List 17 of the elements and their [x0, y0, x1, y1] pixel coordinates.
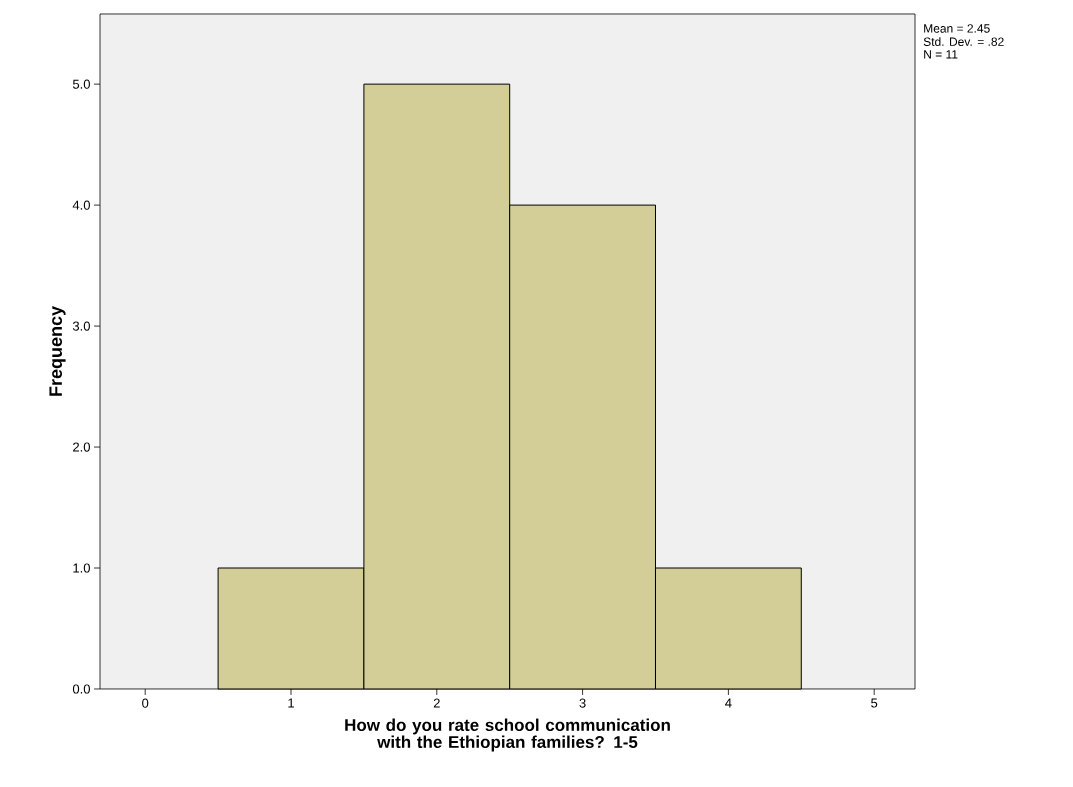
x-tick-label: 4 — [725, 698, 732, 708]
y-tick-label: 4.0 — [72, 200, 90, 210]
y-axis-title: Frequency — [49, 306, 66, 396]
x-tick-label: 1 — [288, 698, 294, 708]
x-tick-label: 2 — [433, 698, 440, 708]
y-tick-label: 3.0 — [72, 321, 90, 331]
x-axis-title: How do you rate school communication with the Ethiopian families? 1-5 — [345, 718, 670, 752]
text: Std. Dev. = .82 — [923, 37, 1004, 46]
y-tick-label: 1.0 — [73, 563, 90, 573]
y-tick-label: 0.0 — [72, 684, 90, 694]
y-tick-label: 2.0 — [73, 442, 90, 452]
y-tick-label: 5.0 — [72, 79, 90, 89]
x-tick-label: 5 — [871, 698, 878, 708]
text: N = 11 — [924, 50, 958, 59]
text: Mean = 2.45 — [924, 24, 990, 33]
x-tick-label: 0 — [142, 698, 149, 708]
x-tick-label: 3 — [579, 698, 586, 708]
